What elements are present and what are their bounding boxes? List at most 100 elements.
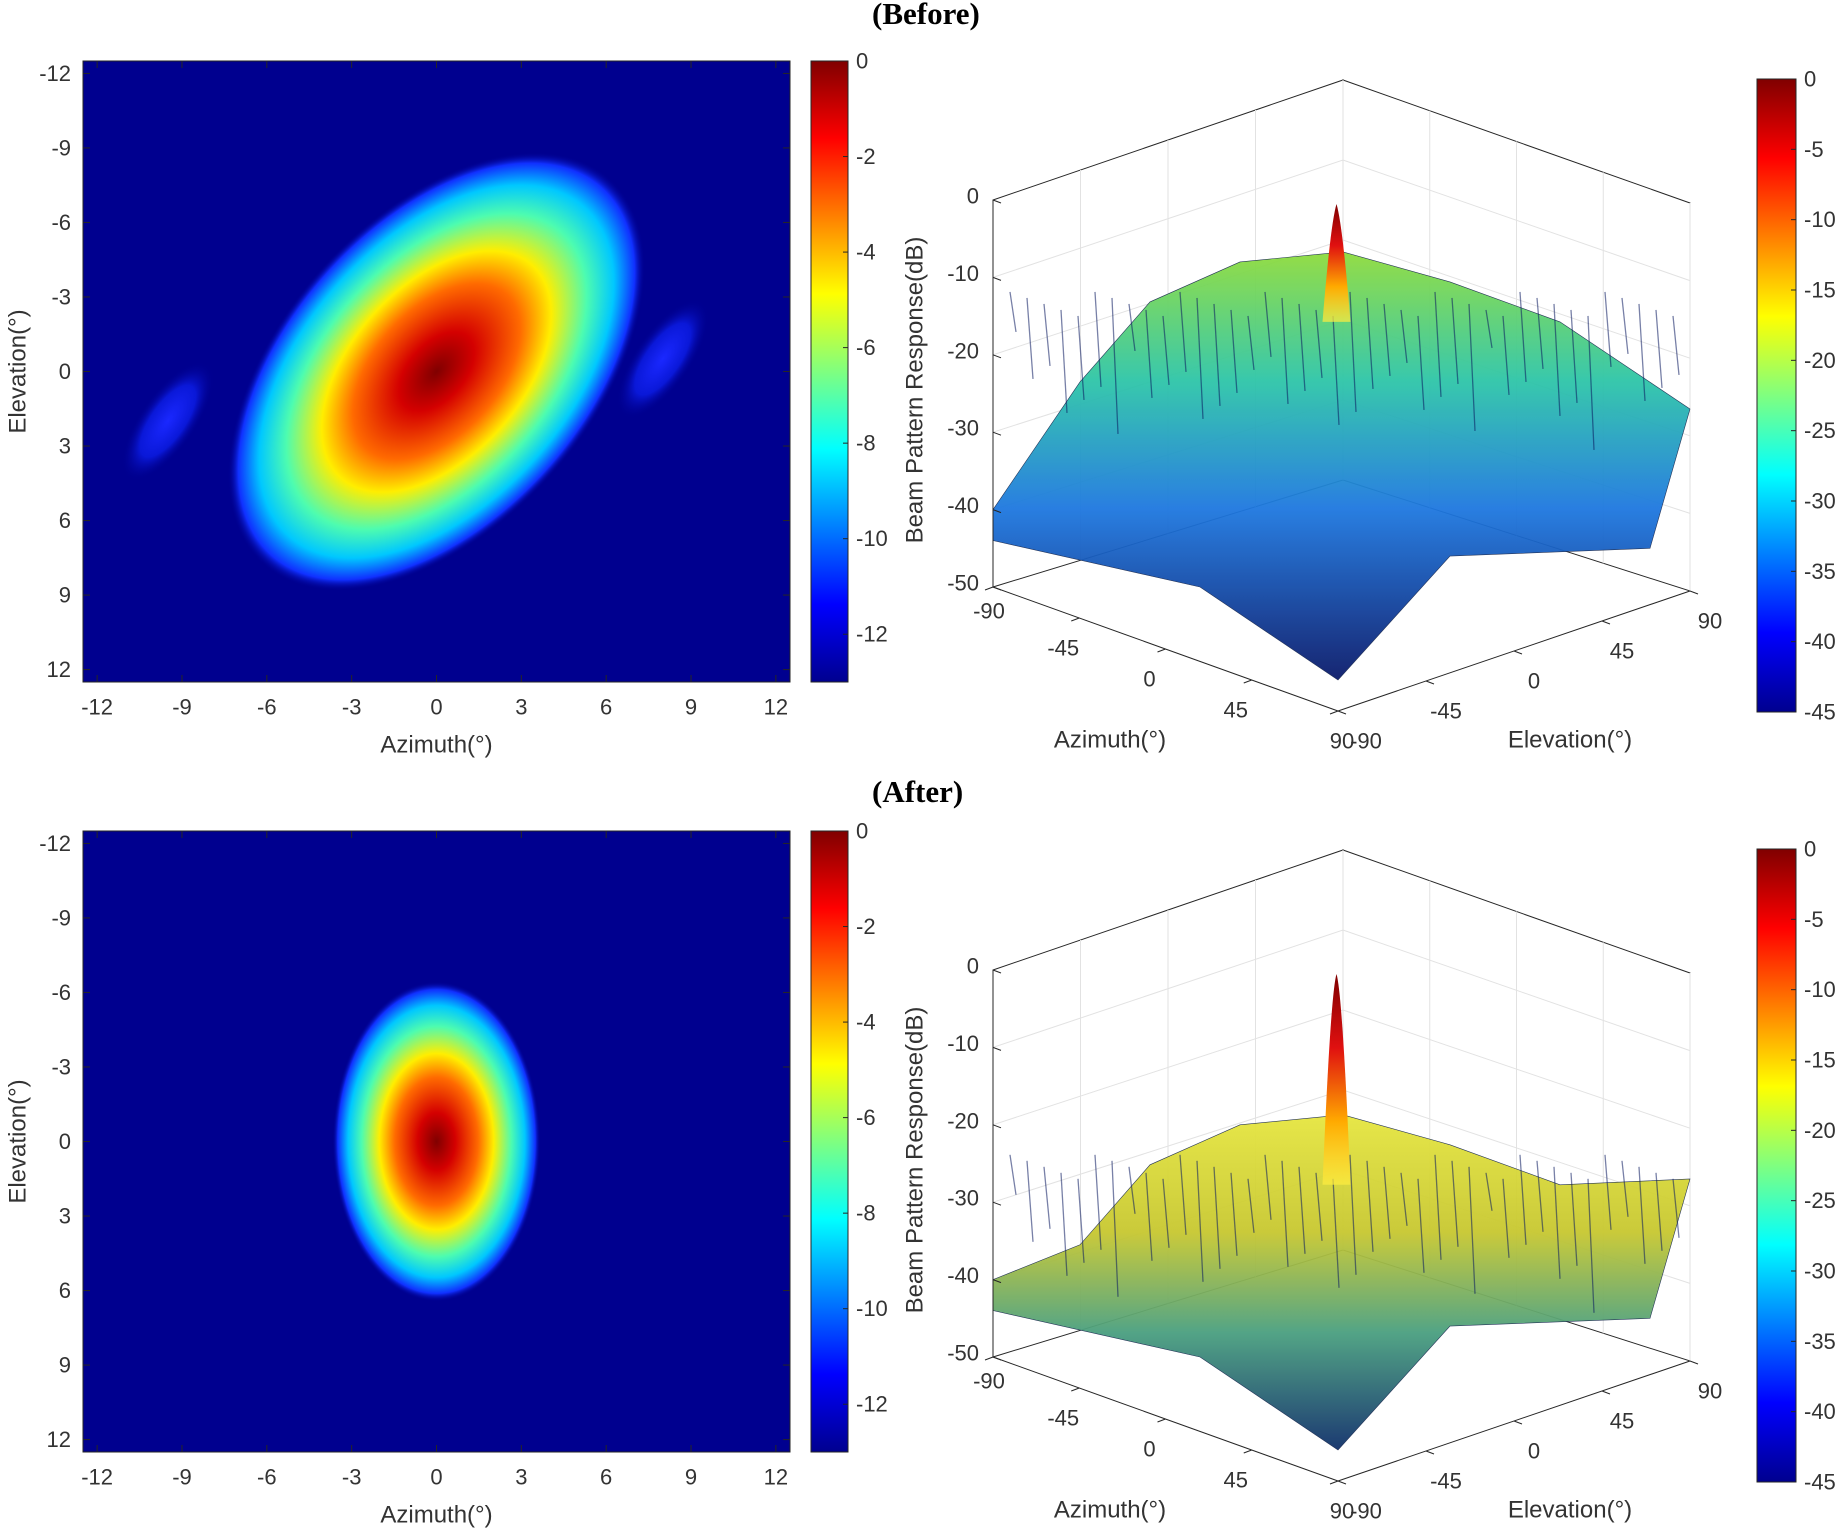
y-tick-label: 6 (59, 508, 71, 533)
surface-ripple (1553, 303, 1561, 416)
y-tick-label: 9 (59, 583, 71, 608)
surface-ripple (1026, 297, 1034, 379)
surface-ripple (1366, 1160, 1374, 1252)
z-tick (992, 1046, 1002, 1051)
y-tick-label: 45 (1610, 639, 1634, 664)
x-tick-label: 90 (1330, 1499, 1354, 1524)
surface-ripple (1349, 291, 1357, 412)
surface-ripple (1230, 309, 1238, 393)
z-tick-label: -40 (947, 1263, 979, 1288)
x-axis-label: Azimuth(°) (380, 732, 492, 759)
surface-ripple (1128, 1166, 1136, 1214)
x-tick-label: 0 (430, 1465, 442, 1490)
surface-ripple (1043, 1166, 1051, 1229)
y-tick (1337, 710, 1347, 715)
colorbar (1756, 848, 1797, 1483)
x-tick (1243, 679, 1252, 684)
x-tick-label: -6 (257, 1465, 277, 1490)
surface-ripple (1366, 297, 1374, 389)
z-tick (992, 1201, 1002, 1206)
x-tick-label: 6 (600, 695, 612, 720)
z-tick-label: -20 (947, 1108, 979, 1133)
x-tick-label: -6 (257, 695, 277, 720)
surface-ripple (1043, 303, 1051, 366)
x-axis-label: Azimuth(°) (380, 1502, 492, 1529)
surface-ripple (1094, 291, 1102, 387)
x-tick (984, 586, 994, 591)
y-tick-label: 90 (1698, 1379, 1722, 1404)
y-tick-label: -12 (39, 61, 71, 86)
y-tick-label: -90 (1350, 1499, 1382, 1524)
surface-ripple (1519, 291, 1527, 382)
y-axis-label: Elevation(°) (5, 1079, 32, 1203)
sidelobe-0 (121, 361, 215, 481)
z-tick-label: 0 (967, 954, 979, 979)
colorbar-tick-label: -30 (1804, 1259, 1836, 1284)
y-tick-label: -90 (1350, 729, 1382, 754)
colorbar-tick-label: -20 (1804, 1118, 1836, 1143)
z-tick (992, 354, 1002, 359)
y-tick (1513, 650, 1523, 655)
y-tick-label: 12 (47, 1427, 71, 1452)
colorbar-tick-label: -5 (1804, 907, 1824, 932)
surface-ripple (1570, 309, 1578, 403)
surface-ripple (1315, 1172, 1323, 1241)
surface-ripple (1162, 315, 1170, 385)
colorbar-tick-label: -15 (1804, 1048, 1836, 1073)
surface-ripple (1434, 1154, 1442, 1260)
z-tick (992, 276, 1002, 281)
x-tick (1329, 710, 1339, 715)
surface-ripple (1468, 303, 1476, 431)
y-tick-label: 0 (59, 359, 71, 384)
x-tick-label: 0 (430, 695, 442, 720)
colorbar-tick-label: -12 (856, 1392, 888, 1417)
surface-y-axis-label: Elevation(°) (1508, 1497, 1632, 1524)
y-tick-label: -3 (51, 1054, 71, 1079)
colorbar-tick-label: -2 (856, 144, 876, 169)
surface-ripple (1451, 1160, 1459, 1247)
x-tick (984, 1356, 994, 1361)
y-tick-label: -3 (51, 284, 71, 309)
mainlobe (332, 981, 541, 1302)
before-title: (Before) (872, 0, 980, 31)
colorbar-tick-label: -10 (1804, 207, 1836, 232)
colorbar-tick-label: -10 (856, 1296, 888, 1321)
x-tick-label: 45 (1224, 1468, 1248, 1493)
surface-ripple (1298, 1166, 1306, 1254)
surface-ripple (1417, 1178, 1425, 1273)
y-tick (1513, 1420, 1523, 1425)
colorbar-tick-label: -12 (856, 622, 888, 647)
z-tick (992, 1124, 1002, 1129)
y-tick-label: 9 (59, 1353, 71, 1378)
surface-ripple (1587, 1178, 1595, 1313)
surface-ripple (1026, 1160, 1034, 1242)
z-tick-label: -30 (947, 1186, 979, 1211)
x-tick (1157, 1418, 1166, 1423)
z-tick (992, 1356, 1002, 1361)
z-tick (992, 199, 1002, 204)
colorbar-tick-label: -6 (856, 335, 876, 360)
colorbar-tick-label: -15 (1804, 278, 1836, 303)
surface-ripple (1604, 291, 1612, 367)
grid-line (992, 929, 1691, 1052)
surface-ripple (1332, 1178, 1340, 1288)
surface-ripple (1655, 309, 1663, 388)
surface-ripple (1451, 297, 1459, 384)
surface-ripple (1383, 1166, 1391, 1239)
z-tick-label: -30 (947, 416, 979, 441)
colorbar (810, 830, 849, 1453)
surface-x-axis-label: Azimuth(°) (1054, 727, 1166, 754)
y-tick-label: -6 (51, 210, 71, 235)
surface-ripple (1094, 1154, 1102, 1250)
x-tick-label: 3 (515, 695, 527, 720)
after-title: (After) (872, 774, 964, 809)
y-tick-label: -12 (39, 831, 71, 856)
colorbar-tick-label: -20 (1804, 348, 1836, 373)
surface-ripple (1060, 309, 1068, 413)
colorbar-tick-label: -10 (856, 526, 888, 551)
surface-ripple (1281, 1160, 1289, 1267)
z-tick-label: -10 (947, 1031, 979, 1056)
surface-ripple (1111, 1160, 1119, 1297)
surface-ripple (1621, 1160, 1629, 1217)
surface-z-axis-label: Beam Pattern Response(dB) (902, 1007, 929, 1314)
